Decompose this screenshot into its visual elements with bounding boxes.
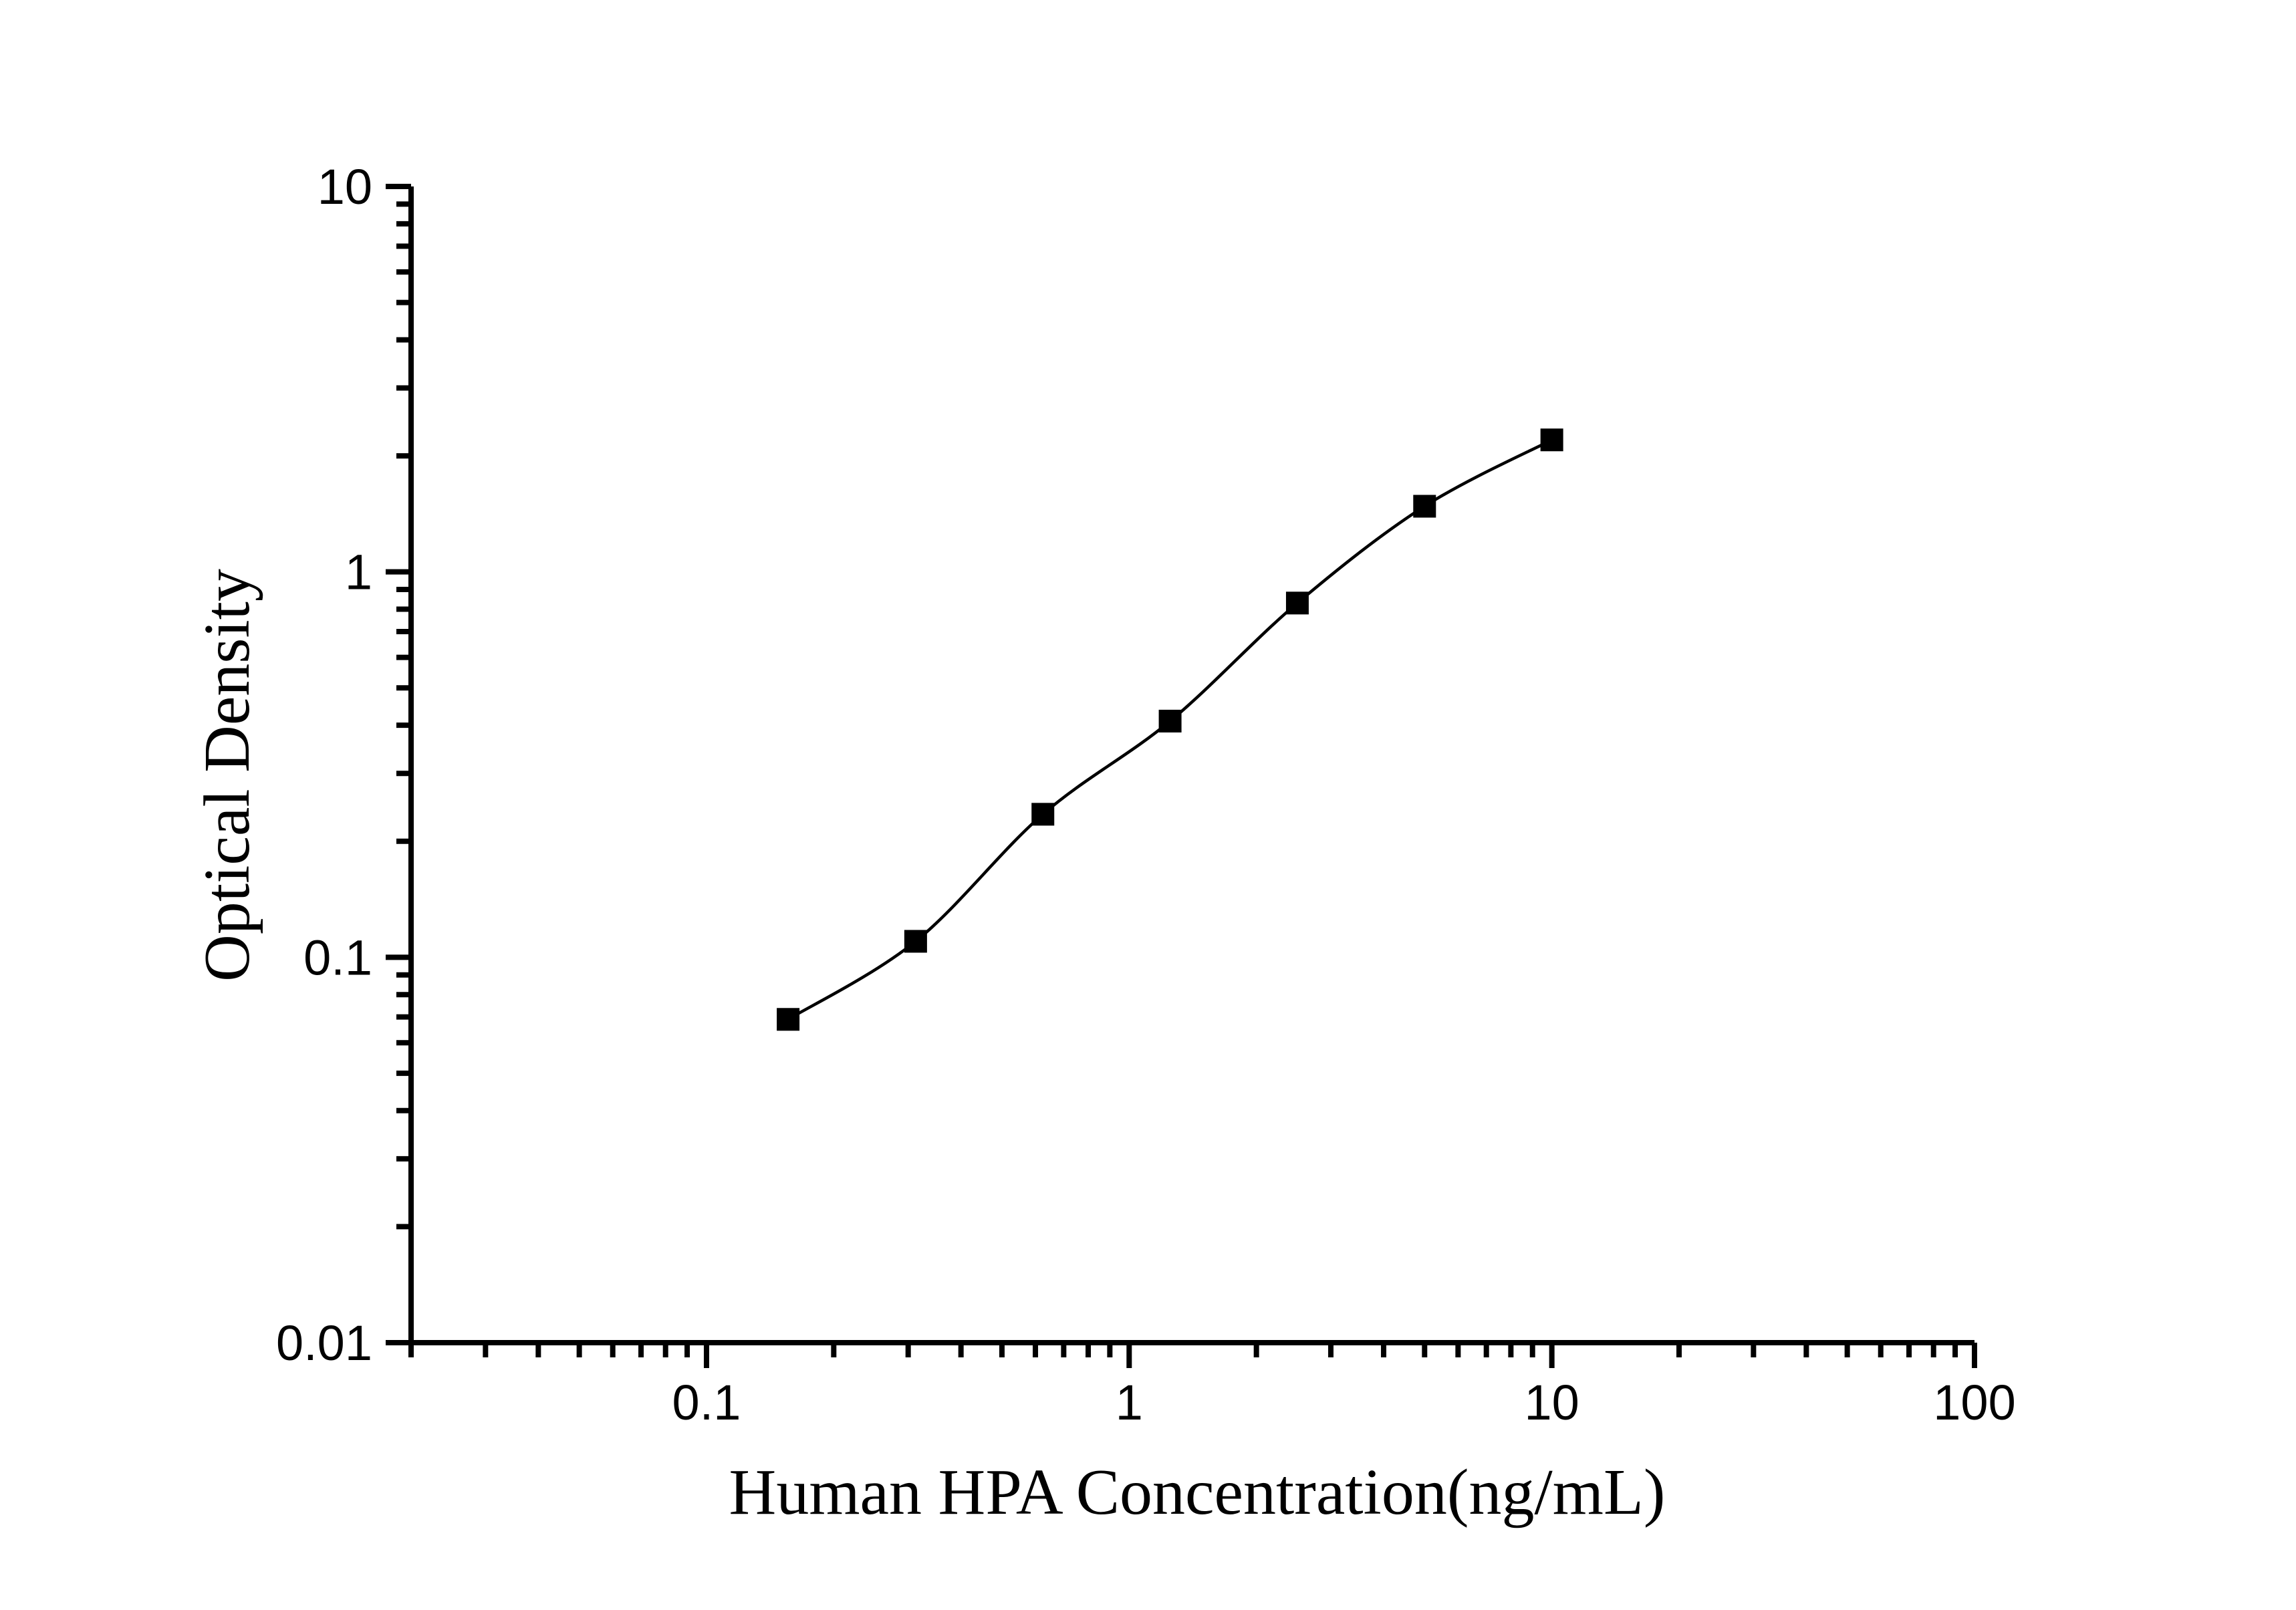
y-axis-title: Optical Density (191, 569, 263, 982)
data-point-marker (777, 1008, 800, 1031)
y-tick-label: 1 (345, 545, 372, 600)
x-tick-label: 1 (1116, 1375, 1143, 1430)
y-tick-label: 0.1 (303, 930, 372, 985)
data-point-marker (1031, 803, 1055, 826)
x-tick-label: 100 (1933, 1375, 2015, 1430)
data-point-marker (1413, 495, 1436, 518)
data-point-marker (1540, 428, 1563, 452)
data-point-marker (1285, 591, 1309, 615)
y-tick-label: 0.01 (276, 1315, 372, 1371)
x-tick-label: 10 (1525, 1375, 1579, 1430)
axis-lines (408, 186, 1974, 1345)
x-tick-label: 0.1 (672, 1375, 741, 1430)
data-point-marker (1158, 709, 1182, 732)
x-axis-title: Human HPA Concentration(ng/mL) (729, 1456, 1666, 1528)
data-point-marker (904, 930, 927, 953)
y-tick-label: 10 (317, 159, 372, 215)
